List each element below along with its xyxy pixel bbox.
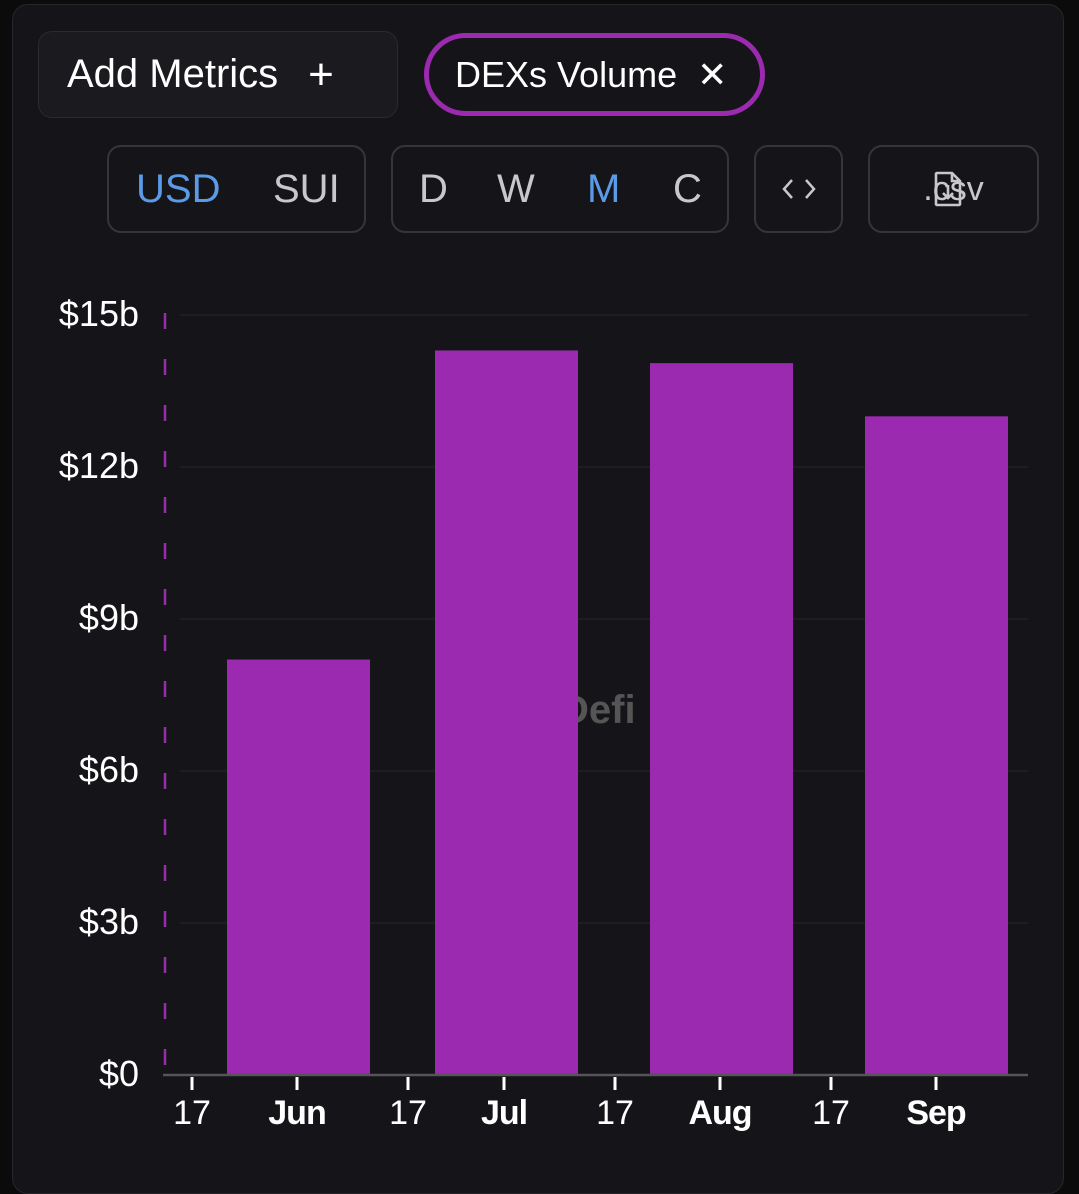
period-d-button[interactable]: D [419,166,448,211]
x-tick-label: 17 [389,1094,427,1132]
y-tick-label: $3b [78,901,139,942]
x-tick-label: 17 [812,1094,850,1132]
embed-button[interactable] [754,145,843,233]
bar-jun[interactable] [227,659,370,1075]
currency-sui-button[interactable]: SUI [273,166,340,211]
bar-jul[interactable] [435,350,578,1075]
x-tick-label: Jun [268,1094,326,1132]
file-download-icon [934,171,961,207]
y-tick-label: $9b [78,597,139,638]
y-tick-label: $12b [58,445,139,486]
x-tick-label: Jul [480,1094,528,1132]
bar-aug[interactable] [650,363,793,1076]
period-toggle: D W M C [391,145,729,233]
bar-sep[interactable] [865,416,1008,1075]
y-tick-label: $15b [58,293,139,334]
metric-chip-dexs-volume[interactable]: DEXs Volume ✕ [424,33,765,116]
metric-chip-label: DEXs Volume [455,53,678,95]
plus-icon: + [308,49,334,99]
y-tick-label: $6b [78,749,139,790]
code-brackets-icon [781,179,816,199]
add-metrics-label: Add Metrics [67,52,279,96]
x-tick-label: 17 [596,1094,634,1132]
currency-toggle: USD SUI [107,145,366,233]
csv-label: .csv [923,169,984,208]
x-tick-label: Sep [906,1094,966,1132]
close-icon[interactable]: ✕ [697,53,728,95]
period-m-button[interactable]: M [587,166,621,211]
add-metrics-button[interactable]: Add Metrics + [38,31,398,118]
download-csv-button[interactable]: .csv [868,145,1039,233]
y-tick-label: $0 [98,1053,139,1094]
period-c-button[interactable]: C [673,166,702,211]
x-tick-label: Aug [688,1094,752,1132]
x-tick-label: 17 [173,1094,211,1132]
currency-usd-button[interactable]: USD [136,166,221,211]
period-w-button[interactable]: W [497,166,535,211]
